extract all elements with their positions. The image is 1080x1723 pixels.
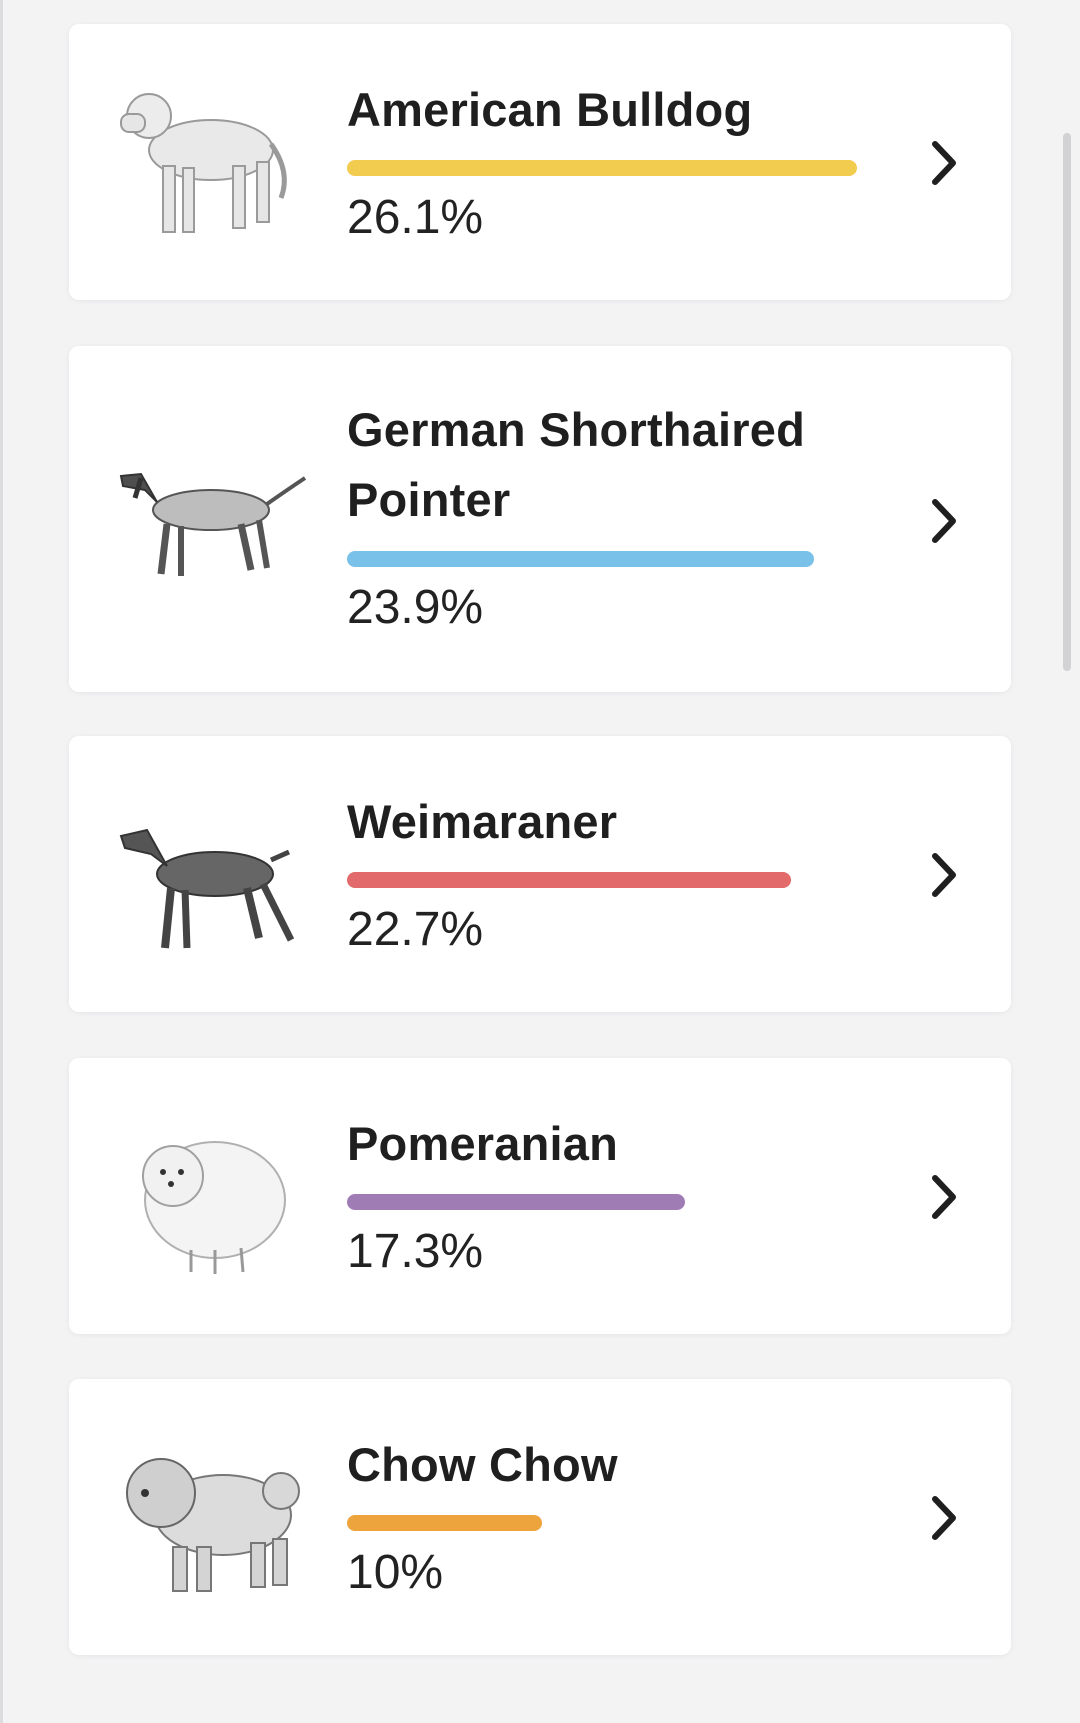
breed-name-line-1: German Shorthaired xyxy=(347,403,806,456)
german-shorthaired-pointer-illustration xyxy=(119,472,307,576)
weimaraner-illustration xyxy=(119,828,295,949)
chevron-right-icon xyxy=(932,141,956,185)
breed-name: Chow Chow xyxy=(347,1438,618,1491)
chevron-right-icon xyxy=(932,1175,956,1219)
breed-percentage: 23.9% xyxy=(347,581,484,634)
chow-chow-illustration xyxy=(126,1458,300,1592)
page-left-border xyxy=(0,0,3,1723)
american-bulldog-illustration xyxy=(120,93,287,233)
breed-name: Pomeranian xyxy=(347,1117,619,1170)
percentage-bar xyxy=(347,1515,857,1531)
breed-card-pomeranian[interactable]: Pomeranian 17.3% xyxy=(69,1058,1011,1334)
breed-percentage: 17.3% xyxy=(347,1225,484,1278)
pomeranian-illustration xyxy=(142,1141,286,1274)
breed-percentage: 22.7% xyxy=(347,903,484,956)
percentage-bar-fill xyxy=(347,1515,543,1531)
chevron-right-icon xyxy=(932,1496,956,1540)
percentage-bar-fill xyxy=(347,872,791,888)
chevron-right-icon xyxy=(932,853,956,897)
percentage-bar-fill xyxy=(347,1194,686,1210)
breed-name-line-2: Pointer xyxy=(347,473,511,526)
breed-card-american-bulldog[interactable]: American Bulldog 26.1% xyxy=(69,24,1011,300)
percentage-bar xyxy=(347,872,857,888)
percentage-bar xyxy=(347,160,857,176)
breed-card-chow-chow[interactable]: Chow Chow 10% xyxy=(69,1379,1011,1655)
breed-card-german-shorthaired-pointer[interactable]: German Shorthaired Pointer 23.9% xyxy=(69,346,1011,692)
chevron-right-icon xyxy=(932,499,956,543)
percentage-bar-fill xyxy=(347,160,857,176)
breed-percentage: 10% xyxy=(347,1546,444,1599)
breed-percentage: 26.1% xyxy=(347,191,484,244)
percentage-bar-fill xyxy=(347,551,814,567)
percentage-bar xyxy=(347,1194,857,1210)
breed-name: American Bulldog xyxy=(347,83,753,136)
breed-card-weimaraner[interactable]: Weimaraner 22.7% xyxy=(69,736,1011,1012)
percentage-bar xyxy=(347,551,857,567)
breed-name: Weimaraner xyxy=(347,795,618,848)
scrollbar[interactable] xyxy=(1063,133,1071,671)
